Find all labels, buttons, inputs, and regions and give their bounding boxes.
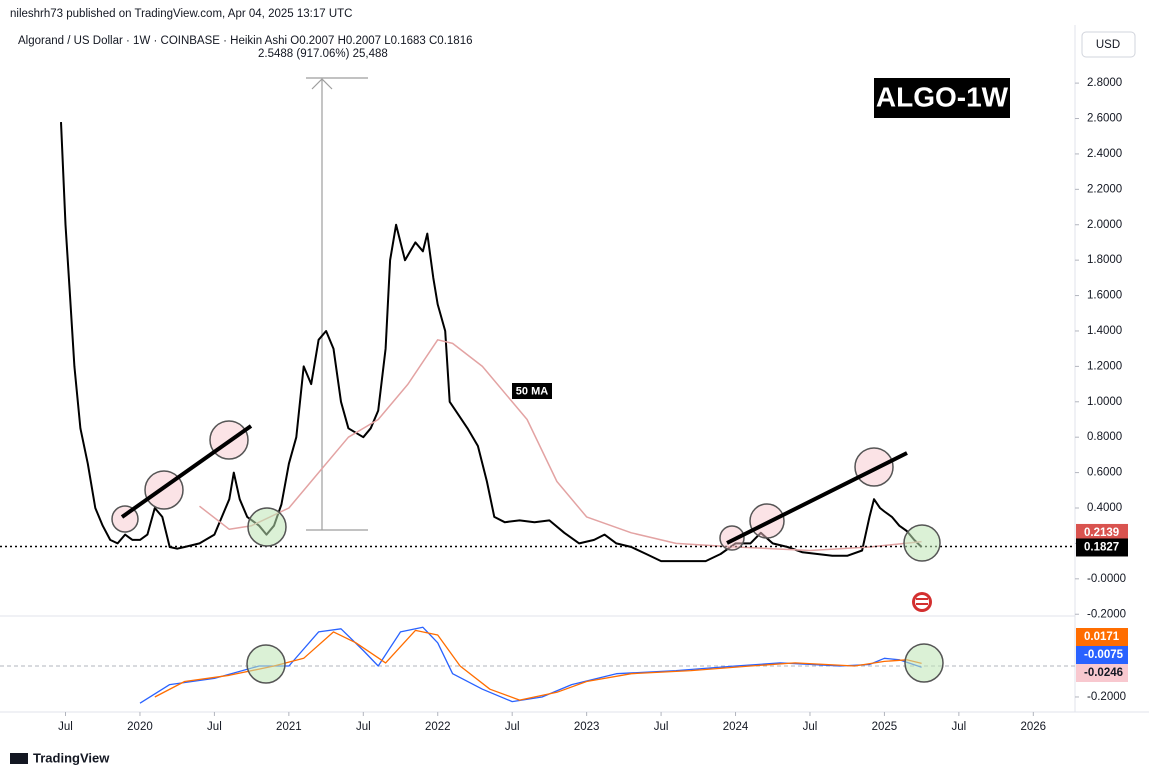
y-tick-label: 2.4000	[1087, 148, 1122, 160]
series-line	[154, 629, 922, 701]
x-tick-label: Jul	[207, 721, 222, 733]
price-tag-label: 0.1827	[1084, 542, 1119, 554]
currency-button[interactable]	[1081, 31, 1136, 58]
x-tick-label: 2021	[276, 721, 302, 733]
price-tag	[1076, 523, 1128, 542]
y-tick-label: 1.0000	[1087, 396, 1122, 408]
price-tag	[1076, 628, 1128, 646]
price-tag-label: -0.0075	[1084, 649, 1124, 661]
x-tick-label: Jul	[356, 721, 371, 733]
y-tick-label: 2.2000	[1087, 183, 1122, 195]
x-tick-label: Jul	[654, 721, 669, 733]
y-tick-label: 2.0000	[1087, 219, 1122, 231]
flag-icon	[912, 592, 932, 612]
price-tag-label: 0.2139	[1084, 527, 1119, 539]
price-tag	[1076, 538, 1128, 557]
symbol-info: Algorand / US Dollar · 1W · COINBASE · H…	[18, 35, 472, 47]
x-tick-label: 2024	[723, 721, 749, 733]
badge: ALGO-1W	[876, 81, 1009, 112]
price-tag-label: 0.0171	[1084, 631, 1120, 643]
y-tick-label: 0.6000	[1087, 467, 1122, 479]
y-tick-label: 0.8000	[1087, 431, 1122, 443]
footer: TradingView	[33, 750, 110, 765]
price-tag-label: -0.0246	[1084, 667, 1123, 679]
x-tick-label: 2026	[1021, 721, 1047, 733]
currency-label[interactable]: USD	[1096, 39, 1120, 51]
ma-tag	[512, 383, 552, 399]
x-tick-label: 2020	[127, 721, 153, 733]
measure-tool	[306, 77, 368, 531]
x-tick-label: Jul	[803, 721, 818, 733]
measurement-label: 2.5488 (917.06%) 25,488	[258, 48, 388, 60]
y-tick-label: -0.0000	[1087, 573, 1126, 585]
ma-label: 50 MA	[516, 385, 548, 397]
x-tick-label: 2022	[425, 721, 451, 733]
logo	[10, 753, 28, 764]
series-line	[60, 122, 923, 563]
y-tick-label: 2.6000	[1087, 113, 1122, 125]
y-tick-label: 1.8000	[1087, 254, 1122, 266]
y-tick-label: -0.2000	[1087, 691, 1126, 703]
annotations	[111, 420, 944, 684]
price-tag	[1076, 664, 1128, 682]
x-tick-label: Jul	[952, 721, 967, 733]
header: nileshrh73 published on TradingView.com,…	[10, 8, 352, 20]
x-tick-label: 2023	[574, 721, 600, 733]
y-tick-label: 2.8000	[1087, 77, 1122, 89]
y-tick-label: 0.4000	[1087, 502, 1122, 514]
y-tick-label: 1.6000	[1087, 290, 1122, 302]
badge-box	[874, 78, 1010, 118]
x-tick-label: 2025	[872, 721, 898, 733]
price-tag	[1076, 646, 1128, 664]
x-tick-label: Jul	[58, 721, 73, 733]
y-tick-label: 1.2000	[1087, 360, 1122, 372]
y-tick-label: -0.2000	[1087, 608, 1126, 620]
x-tick-label: Jul	[505, 721, 520, 733]
y-tick-label: 1.4000	[1087, 325, 1122, 337]
